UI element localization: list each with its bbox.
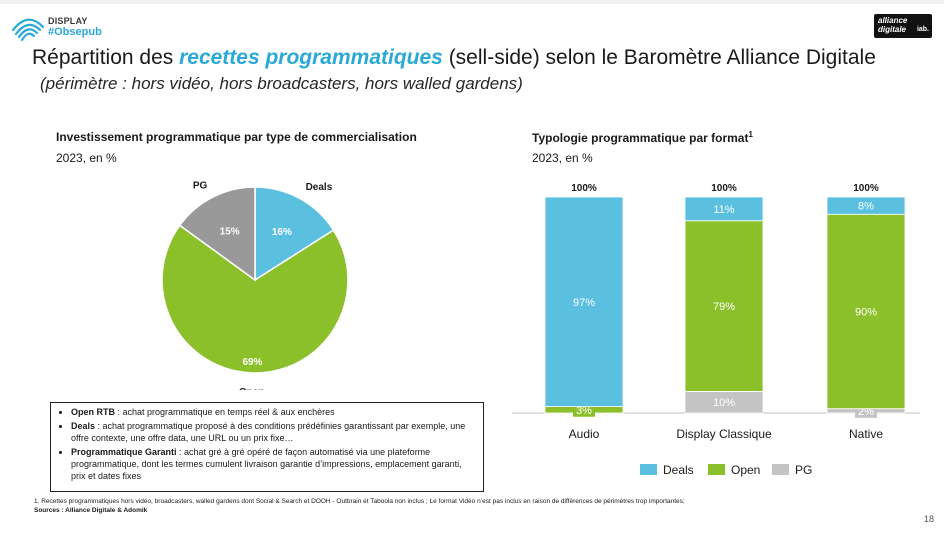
top-border [0, 0, 944, 4]
definition-open-rtb: Open RTB : achat programmatique en temps… [71, 406, 477, 418]
definition-deals: Deals : achat programmatique proposé à d… [71, 420, 477, 444]
bar-value-label: 8% [858, 201, 874, 213]
alliance-digitale-logo: alliance digitale iab. [874, 14, 932, 38]
bar-chart-subtitle: 2023, en % [532, 151, 593, 165]
pie-chart: 16% Deals 69% Open 15% PG [161, 180, 349, 390]
legend-label: PG [795, 463, 812, 477]
bar-value-label: 3% [576, 405, 592, 417]
definition-text: : achat programmatique proposé à des con… [71, 421, 466, 443]
legend-label: Open [731, 463, 760, 477]
bar-value-label: 97% [573, 297, 595, 309]
bar-value-label: 79% [713, 301, 735, 313]
x-tick-label: Display Classique [676, 427, 772, 441]
bar-chart-title-text: Typologie programmatique par format [532, 131, 749, 145]
page-subtitle: (périmètre : hors vidéo, hors broadcaste… [40, 74, 523, 93]
definition-text: : achat programmatique en temps réel & a… [115, 407, 335, 417]
definition-pg: Programmatique Garanti : achat gré à gré… [71, 446, 477, 482]
bar-chart-title: Typologie programmatique par format1 [532, 130, 753, 145]
bar-value-label: 10% [713, 397, 735, 409]
pie-value-label: 16% [272, 227, 292, 238]
definitions-box: Open RTB : achat programmatique en temps… [50, 402, 484, 492]
bar-segment-deals [684, 196, 764, 222]
pie-category-label: Deals [306, 182, 333, 193]
sources: Sources : Alliance Digitale & Adomik [34, 507, 148, 514]
bar-total-label: 100% [711, 183, 737, 194]
x-tick-label: Audio [569, 427, 600, 441]
partner-logo-line2: digitale [878, 25, 907, 34]
pie-chart-subtitle: 2023, en % [56, 151, 117, 165]
bar-value-label: 90% [855, 306, 877, 318]
brand-hashtag: #Obsepub [48, 26, 102, 38]
bar-total-label: 100% [571, 183, 597, 194]
legend-swatch-deals [640, 464, 657, 475]
pie-slice-deals [254, 186, 335, 282]
page-title-part1: Répartition des [32, 46, 180, 69]
pie-category-label: PG [193, 180, 208, 191]
stacked-bar-chart: 3% 97% 100% Audio 10% 79% 11% 100% Display Class… [512, 183, 920, 477]
pie-slice-open [161, 224, 349, 374]
bar-segment-deals [826, 196, 906, 215]
definition-term: Open RTB [71, 407, 115, 417]
page-number: 18 [924, 514, 935, 524]
pie-chart-title: Investissement programmatique par type d… [56, 130, 417, 144]
bar-segment-open [826, 213, 906, 410]
x-tick-label: Native [849, 427, 883, 441]
partner-logo-line1: alliance [878, 16, 908, 25]
pie-value-label: 15% [220, 226, 240, 237]
definition-term: Deals [71, 421, 96, 431]
legend-swatch-open [708, 464, 725, 475]
legend-label: Deals [663, 463, 694, 477]
pie-category-label: Open [239, 387, 265, 390]
brand-tag: DISPLAY [48, 16, 88, 26]
legend-swatch-pg [772, 464, 789, 475]
definition-text: : achat gré à gré opéré de façon automat… [71, 447, 462, 481]
page-title: Répartition des recettes programmatiques… [32, 46, 876, 70]
partner-logo-line3: iab. [916, 26, 929, 33]
obsepub-logo-icon [11, 18, 45, 42]
bar-label-background [573, 403, 595, 417]
footnote: 1. Recettes programmatiques hors vidéo, … [34, 498, 685, 505]
bar-chart-title-footnote-mark: 1 [748, 130, 753, 139]
bar-value-label: 11% [713, 204, 734, 216]
bar-segment-deals [544, 196, 624, 407]
pie-slice-pg [178, 186, 256, 282]
definition-term: Programmatique Garanti [71, 447, 177, 457]
bar-total-label: 100% [853, 183, 879, 194]
page-title-part2: (sell-side) selon le Baromètre Alliance … [442, 46, 876, 69]
pie-value-label: 69% [242, 357, 262, 368]
page-title-highlight: recettes programmatiques [179, 46, 443, 69]
